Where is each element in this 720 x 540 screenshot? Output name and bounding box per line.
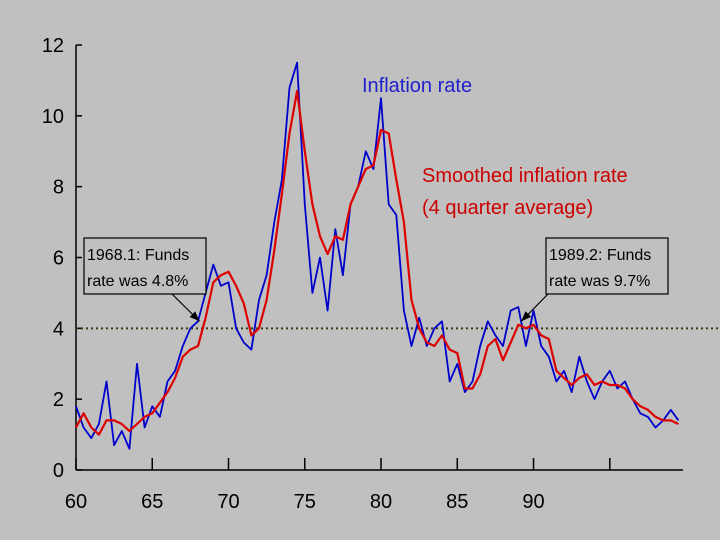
annotation-arrowhead	[521, 311, 532, 322]
x-tick-label: 70	[217, 491, 239, 513]
annotation-arrowhead	[189, 311, 200, 322]
y-tick-label: 10	[42, 106, 64, 128]
y-tick-label: 2	[53, 389, 64, 411]
x-tick-label: 60	[65, 491, 87, 513]
inflation-series-label: Inflation rate	[362, 75, 472, 97]
y-tick-label: 8	[53, 177, 64, 199]
smoothed-series-label-line1: Smoothed inflation rate	[422, 165, 628, 187]
smoothed-series-label-line2: (4 quarter average)	[422, 197, 593, 219]
inflation-rate-line	[75, 61, 680, 450]
annotation-text: 1968.1: Funds	[87, 247, 189, 264]
y-tick-label: 12	[42, 35, 64, 57]
annotation-text: 1989.2: Funds	[549, 247, 651, 264]
x-tick-label: 80	[370, 491, 392, 513]
x-tick-label: 75	[294, 491, 316, 513]
annotation-box	[83, 237, 207, 295]
annotation-box	[545, 237, 669, 295]
y-tick-label: 4	[53, 318, 64, 340]
series-group	[75, 61, 680, 450]
x-tick-label: 90	[522, 491, 544, 513]
x-tick-label: 65	[141, 491, 163, 513]
annotation-text: rate was 9.7%	[549, 273, 650, 290]
smoothed-inflation-line	[75, 89, 679, 436]
y-tick-label: 6	[53, 248, 64, 270]
annotations: 1968.1: Funds rate was 4.8% 1989.2: Funds r…	[83, 237, 669, 322]
axes: 0 2 4 6 8 10 12 60 65 70 75 80 85 90	[42, 35, 683, 513]
y-tick-label: 0	[53, 460, 64, 482]
x-tick-label: 85	[446, 491, 468, 513]
annotation-text: rate was 4.8%	[87, 273, 188, 290]
